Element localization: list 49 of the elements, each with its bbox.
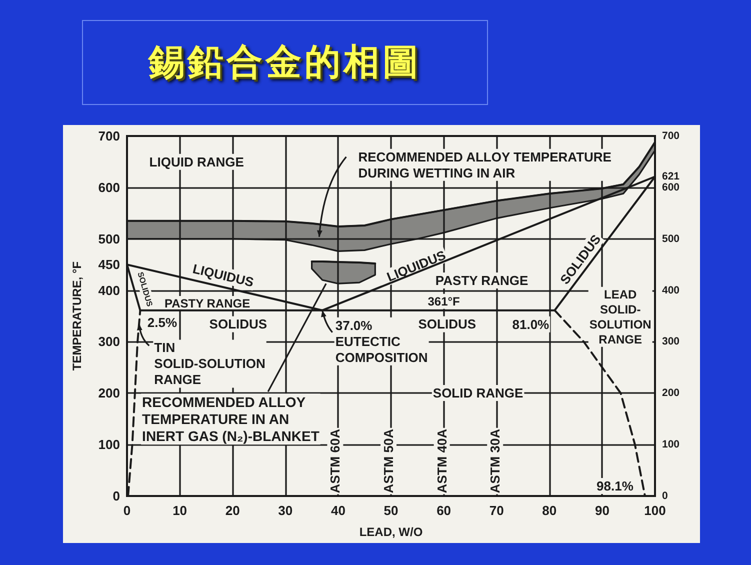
x-tick-label: 100 xyxy=(644,503,666,518)
x-tick-label: 40 xyxy=(330,503,346,518)
y2-tick-label: 500 xyxy=(662,232,680,245)
y-tick-label: 600 xyxy=(98,180,120,195)
annotation: ASTM 60A xyxy=(328,428,343,494)
y-axis-title: TEMPERATURE, °F xyxy=(70,261,84,371)
y-tick-label: 500 xyxy=(98,231,120,246)
annotation: SOLIDUS xyxy=(209,316,268,332)
y-tick-label: 200 xyxy=(98,386,120,401)
chart-title: 錫鉛合金的相圖 xyxy=(148,41,422,85)
y2-tick-label: 200 xyxy=(662,387,680,400)
annotation: LEAD SOLID- SOLUTION RANGE xyxy=(589,287,652,346)
x-axis-title: LEAD, W/O xyxy=(359,525,423,539)
x-tick-label: 50 xyxy=(384,503,398,518)
x-tick-label: 60 xyxy=(436,503,452,518)
x-tick-label: 30 xyxy=(278,503,293,518)
annotation: ASTM 40A xyxy=(434,428,450,494)
y-tick-label: 450 xyxy=(98,257,120,272)
y2-tick-label: 100 xyxy=(662,438,680,451)
y-tick-label: 300 xyxy=(98,334,120,350)
y-tick-label: 0 xyxy=(112,488,120,504)
y-tick-label: 700 xyxy=(98,128,120,144)
x-tick-label: 20 xyxy=(225,503,240,518)
annotation: TIN SOLID-SOLUTION RANGE xyxy=(154,340,266,388)
annotation: 2.5% xyxy=(147,314,178,330)
y-tick-label: 400 xyxy=(98,282,120,298)
y-tick-label: 100 xyxy=(98,437,120,452)
y2-tick-label: 621 xyxy=(662,170,680,183)
y2-tick-label: 0 xyxy=(662,490,668,502)
annotation: ASTM 50A xyxy=(381,428,396,494)
annotation: RECOMMENDED ALLOY TEMPERATURE IN AN INERT GAS (N₂)-BLANKET xyxy=(142,394,320,444)
y2-tick-label: 600 xyxy=(662,181,680,194)
y2-tick-label: 700 xyxy=(662,130,680,142)
annotation: SOLIDUS xyxy=(418,316,476,332)
annotation: ASTM 30A xyxy=(488,428,503,494)
annotation: SOLID RANGE xyxy=(432,385,524,400)
x-tick-label: 90 xyxy=(594,503,610,518)
annotation: 81.0% xyxy=(512,316,550,332)
x-tick-label: 70 xyxy=(489,503,504,518)
annotation: 361°F xyxy=(428,294,460,308)
annotation: RECOMMENDED ALLOY TEMPERATURE DURING WETTING IN AIR xyxy=(358,149,612,180)
annotation: 98.1% xyxy=(596,478,634,494)
annotation: PASTY RANGE xyxy=(164,296,250,310)
x-tick-label: 80 xyxy=(542,503,557,518)
y2-tick-label: 300 xyxy=(662,336,680,348)
y2-tick-label: 400 xyxy=(662,284,680,296)
x-tick-label: 10 xyxy=(172,503,188,518)
x-tick-label: 0 xyxy=(123,503,131,518)
annotation: LIQUID RANGE xyxy=(149,154,244,170)
